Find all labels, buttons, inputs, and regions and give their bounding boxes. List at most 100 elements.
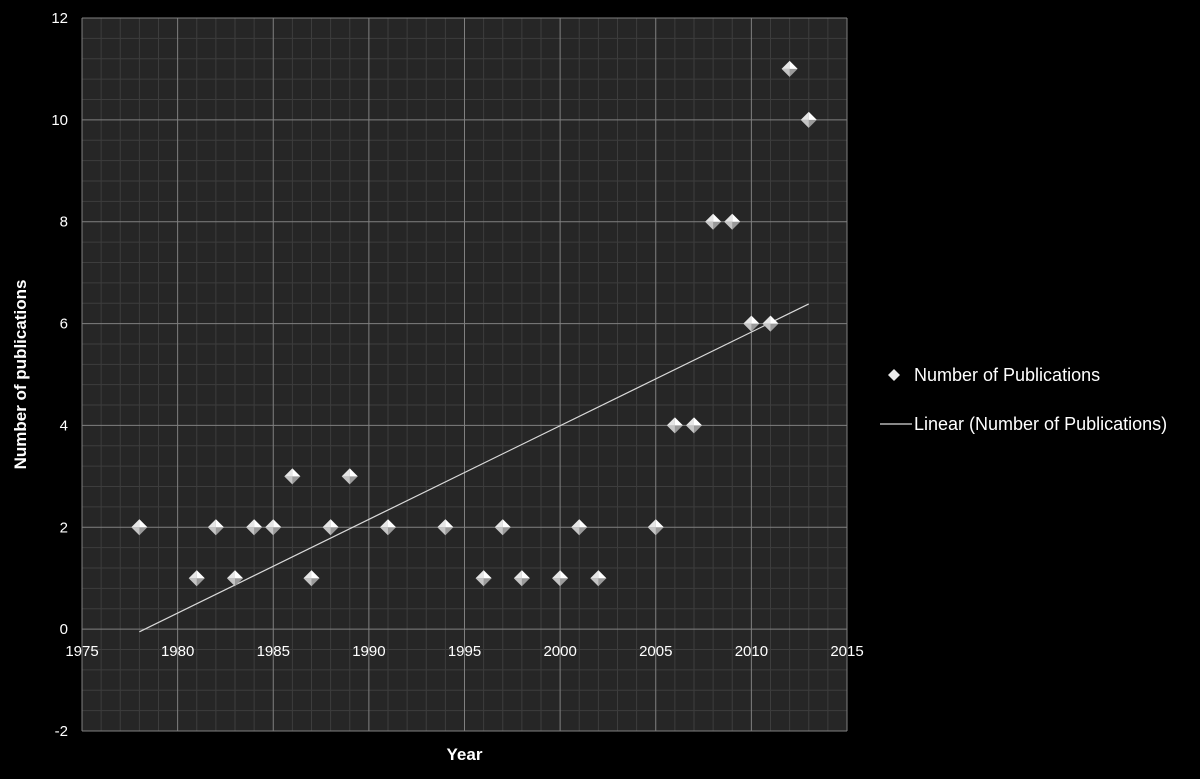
data-point (762, 315, 779, 332)
data-point (590, 570, 607, 587)
data-point-highlight (694, 417, 702, 426)
data-point-face (188, 578, 197, 587)
data-point-highlight (770, 315, 779, 324)
data-point (781, 60, 798, 77)
data-point (552, 570, 569, 587)
data-point-highlight (380, 519, 388, 528)
data-point-highlight (751, 315, 760, 324)
data-point-highlight (762, 315, 771, 324)
data-point-face (762, 323, 771, 332)
data-point-highlight (437, 519, 446, 528)
data-point-highlight (647, 519, 656, 528)
legend-label-trendline: Linear (Number of Publications) (914, 414, 1167, 434)
data-point (380, 519, 396, 536)
data-point-face (705, 221, 714, 230)
data-point (207, 519, 224, 536)
data-point-highlight (292, 468, 301, 477)
y-tick-label: 4 (60, 417, 68, 434)
data-point-highlight (265, 519, 274, 528)
minor-gridlines (82, 18, 847, 731)
legend-marker-icon (888, 369, 900, 381)
data-point-highlight (322, 519, 331, 528)
data-point-highlight (188, 570, 197, 579)
x-tick-label: 2005 (639, 643, 672, 660)
data-point-face (380, 527, 388, 536)
data-point (686, 417, 702, 434)
y-tick-label: -2 (55, 723, 68, 740)
data-point-face (800, 119, 809, 128)
data-point (724, 213, 741, 230)
data-point-highlight (388, 519, 396, 528)
data-point-face (131, 527, 140, 536)
data-point (303, 570, 320, 587)
x-axis-tick-labels: 1975 1980 1985 1990 1995 2000 2005 2010 2015 (65, 643, 863, 660)
data-point-face (475, 578, 484, 587)
y-axis-tick-labels: -2 0 2 4 6 8 10 12 (51, 10, 68, 740)
data-point-highlight (590, 570, 599, 579)
data-point-highlight (705, 213, 714, 222)
data-point-highlight (579, 519, 588, 528)
data-point-face (513, 578, 522, 587)
y-tick-label: 2 (60, 519, 68, 536)
data-point (265, 519, 282, 536)
data-point-face (207, 527, 216, 536)
data-point-highlight (139, 519, 148, 528)
data-point (571, 519, 588, 536)
data-point-highlight (475, 570, 484, 579)
data-point-face (647, 527, 656, 536)
data-point-face (781, 68, 790, 77)
data-point (131, 519, 148, 536)
y-tick-label: 10 (51, 112, 68, 129)
data-point-highlight (284, 468, 293, 477)
data-point-highlight (349, 468, 358, 477)
data-point-highlight (303, 570, 312, 579)
data-point (743, 315, 760, 332)
y-tick-label: 12 (51, 10, 68, 27)
data-point-face (322, 527, 331, 536)
data-point (705, 213, 722, 230)
data-point-highlight (724, 213, 733, 222)
trendline (139, 303, 810, 633)
data-point (341, 468, 358, 485)
data-point-highlight (666, 417, 675, 426)
data-point-highlight (521, 570, 530, 579)
data-point-highlight (552, 570, 561, 579)
data-point (666, 417, 683, 434)
data-point-highlight (311, 570, 320, 579)
x-tick-label: 2000 (543, 643, 576, 660)
data-point-highlight (254, 519, 263, 528)
data-point (494, 519, 511, 536)
data-point (437, 519, 454, 536)
data-point-highlight (445, 519, 454, 528)
data-point-highlight (571, 519, 580, 528)
data-point-face (284, 476, 293, 485)
data-point-face (265, 527, 274, 536)
data-point-face (246, 527, 255, 536)
data-point-highlight (560, 570, 569, 579)
data-point-highlight (483, 570, 492, 579)
x-tick-label: 1990 (352, 643, 385, 660)
data-point-highlight (686, 417, 694, 426)
data-point-highlight (215, 519, 224, 528)
data-point-highlight (713, 213, 722, 222)
data-point-face (724, 221, 733, 230)
data-point-highlight (246, 519, 255, 528)
data-point-highlight (743, 315, 752, 324)
data-point (284, 468, 301, 485)
data-point (188, 570, 205, 587)
data-point (647, 519, 664, 536)
data-point-highlight (598, 570, 607, 579)
x-tick-label: 2015 (830, 643, 863, 660)
data-point-highlight (808, 111, 817, 120)
legend-label-series: Number of Publications (914, 365, 1100, 385)
data-point (513, 570, 530, 587)
x-tick-label: 1985 (257, 643, 290, 660)
major-gridlines (81, 17, 848, 732)
data-point (322, 519, 339, 536)
data-point-highlight (781, 60, 790, 69)
y-tick-label: 8 (60, 214, 68, 231)
data-point-highlight (513, 570, 522, 579)
x-tick-label: 1995 (448, 643, 481, 660)
